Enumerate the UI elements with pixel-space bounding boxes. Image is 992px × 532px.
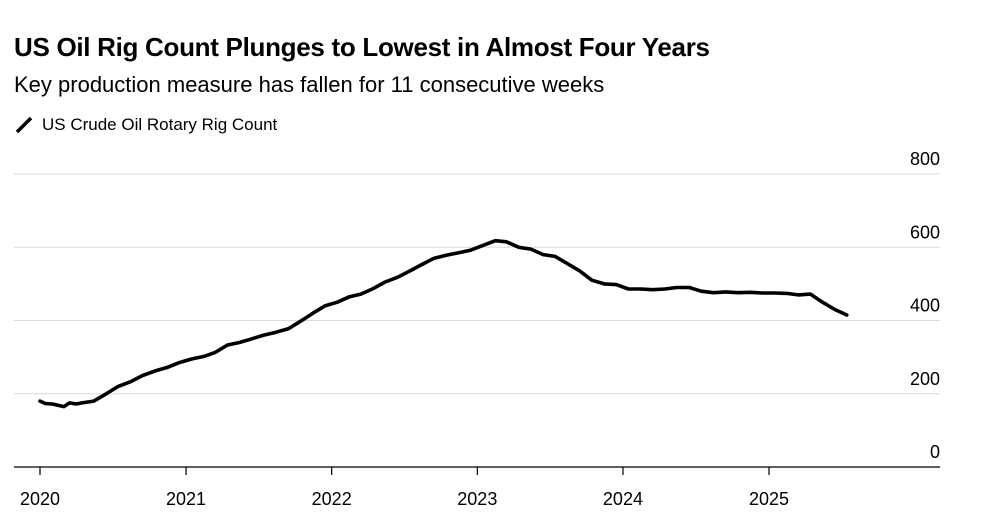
x-tick-label-2023: 2023 [457, 489, 497, 509]
y-tick-label-400: 400 [910, 296, 940, 316]
y-tick-label-0: 0 [930, 442, 940, 462]
x-tick-label-2021: 2021 [166, 489, 206, 509]
x-tick-label-2020: 2020 [20, 489, 60, 509]
legend: US Crude Oil Rotary Rig Count [14, 114, 277, 136]
y-tick-label-800: 800 [910, 149, 940, 169]
x-tick-label-2022: 2022 [312, 489, 352, 509]
chart-subtitle: Key production measure has fallen for 11… [14, 72, 605, 97]
x-tick-label-2025: 2025 [749, 489, 789, 509]
legend-label: US Crude Oil Rotary Rig Count [42, 115, 278, 134]
series-line-0 [38, 238, 849, 409]
y-tick-label-600: 600 [910, 222, 940, 242]
chart-title: US Oil Rig Count Plunges to Lowest in Al… [14, 32, 710, 62]
legend-line-icon [15, 116, 33, 134]
x-tick-label-2024: 2024 [603, 489, 643, 509]
y-tick-label-200: 200 [910, 369, 940, 389]
